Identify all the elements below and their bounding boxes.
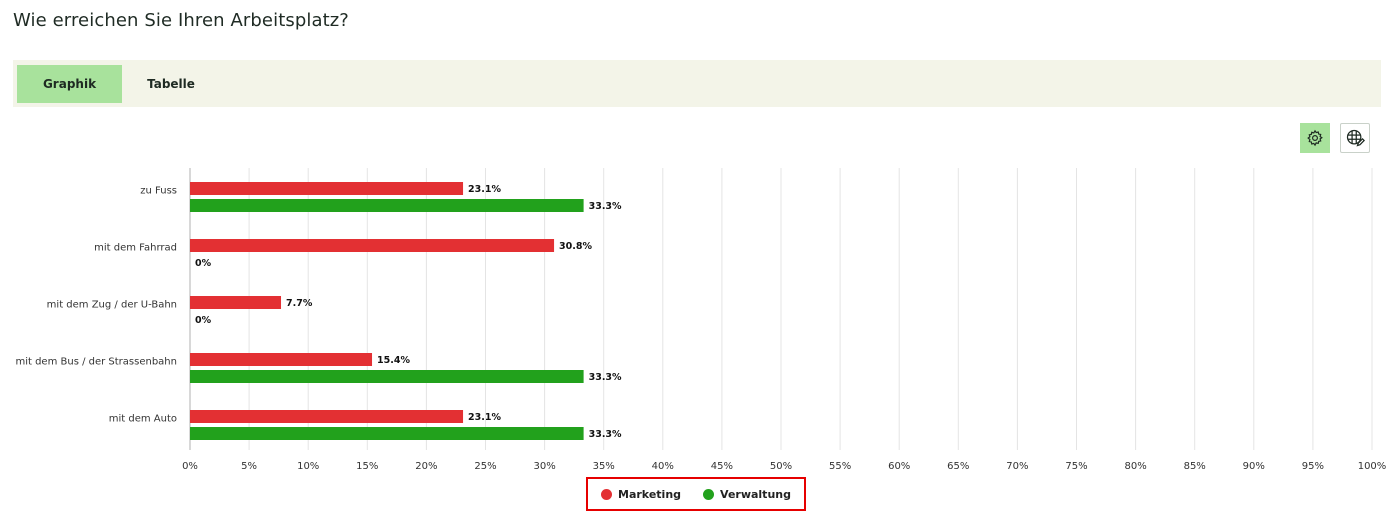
table-edit-icon — [1346, 129, 1365, 147]
category-label: mit dem Bus / der Strassenbahn — [15, 357, 177, 368]
data-label: 0% — [195, 315, 212, 326]
bar-chart: 0% 5% 10% 15% 20% 25% 30% 35% 40% 45% 50% 55% 60% 65%… — [15, 168, 1387, 472]
x-tick-label: 35% — [593, 461, 615, 472]
data-label: 30.8% — [559, 241, 592, 252]
category-label: zu Fuss — [140, 186, 177, 197]
chart-settings-button[interactable] — [1300, 123, 1330, 153]
data-label: 33.3% — [589, 429, 622, 440]
bar-verwaltung — [190, 370, 584, 383]
x-tick-label: 40% — [652, 461, 674, 472]
data-label: 7.7% — [286, 298, 313, 309]
x-tick-label: 55% — [829, 461, 851, 472]
bar-marketing — [190, 182, 464, 195]
category-label: mit dem Auto — [109, 414, 177, 425]
gear-icon — [1307, 129, 1323, 147]
bar-marketing — [190, 239, 555, 252]
bar-marketing — [190, 296, 282, 309]
data-label: 15.4% — [377, 355, 410, 366]
category-label: mit dem Zug / der U-Bahn — [47, 300, 177, 311]
data-label: 23.1% — [468, 184, 501, 195]
x-tick-label: 65% — [947, 461, 969, 472]
legend-label-verwaltung: Verwaltung — [720, 487, 791, 501]
x-tick-label: 30% — [533, 461, 555, 472]
x-tick-label: 0% — [182, 461, 198, 472]
x-tick-label: 85% — [1184, 461, 1206, 472]
x-tick-label: 60% — [888, 461, 910, 472]
x-tick-label: 70% — [1006, 461, 1028, 472]
data-label: 33.3% — [589, 372, 622, 383]
x-tick-label: 95% — [1302, 461, 1324, 472]
legend-marker-marketing — [601, 488, 613, 500]
x-tick-label: 50% — [770, 461, 792, 472]
x-tick-label: 10% — [297, 461, 319, 472]
x-tick-label: 5% — [241, 461, 257, 472]
tab-tabelle[interactable]: Tabelle — [147, 77, 195, 91]
bar-verwaltung — [190, 427, 584, 440]
bar-marketing — [190, 353, 373, 366]
table-edit-button[interactable] — [1340, 123, 1370, 153]
chart-legend: Marketing Verwaltung — [586, 477, 806, 511]
legend-marker-verwaltung — [703, 488, 715, 500]
x-tick-label: 100% — [1358, 461, 1387, 472]
legend-item-verwaltung[interactable]: Verwaltung — [703, 488, 791, 501]
x-tick-label: 25% — [474, 461, 496, 472]
x-tick-label: 75% — [1065, 461, 1087, 472]
x-tick-label: 45% — [711, 461, 733, 472]
data-label: 0% — [195, 258, 212, 269]
tab-graphik[interactable]: Graphik — [17, 65, 122, 103]
x-tick-label: 20% — [415, 461, 437, 472]
category-label: mit dem Fahrrad — [94, 243, 177, 254]
legend-item-marketing[interactable]: Marketing — [601, 488, 681, 501]
bar-marketing — [190, 410, 464, 423]
data-label: 33.3% — [589, 201, 622, 212]
bar-verwaltung — [190, 199, 584, 212]
data-label: 23.1% — [468, 412, 501, 423]
legend-label-marketing: Marketing — [618, 487, 682, 501]
tab-bar: Graphik Tabelle — [13, 60, 1381, 107]
page-title: Wie erreichen Sie Ihren Arbeitsplatz? — [13, 10, 349, 31]
x-tick-label: 80% — [1124, 461, 1146, 472]
x-tick-label: 90% — [1243, 461, 1265, 472]
x-tick-label: 15% — [356, 461, 378, 472]
